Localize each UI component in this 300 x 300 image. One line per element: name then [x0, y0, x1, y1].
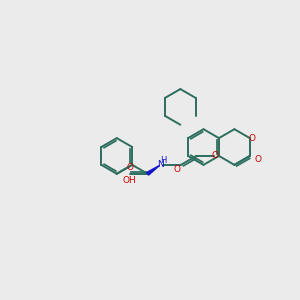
- Polygon shape: [147, 166, 160, 175]
- Text: OH: OH: [123, 176, 137, 185]
- Text: H: H: [160, 156, 167, 165]
- Text: O: O: [173, 165, 180, 174]
- Text: O: O: [254, 155, 261, 164]
- Text: O: O: [212, 152, 219, 160]
- Text: N: N: [157, 160, 164, 169]
- Text: O: O: [248, 134, 255, 142]
- Text: O: O: [126, 163, 133, 172]
